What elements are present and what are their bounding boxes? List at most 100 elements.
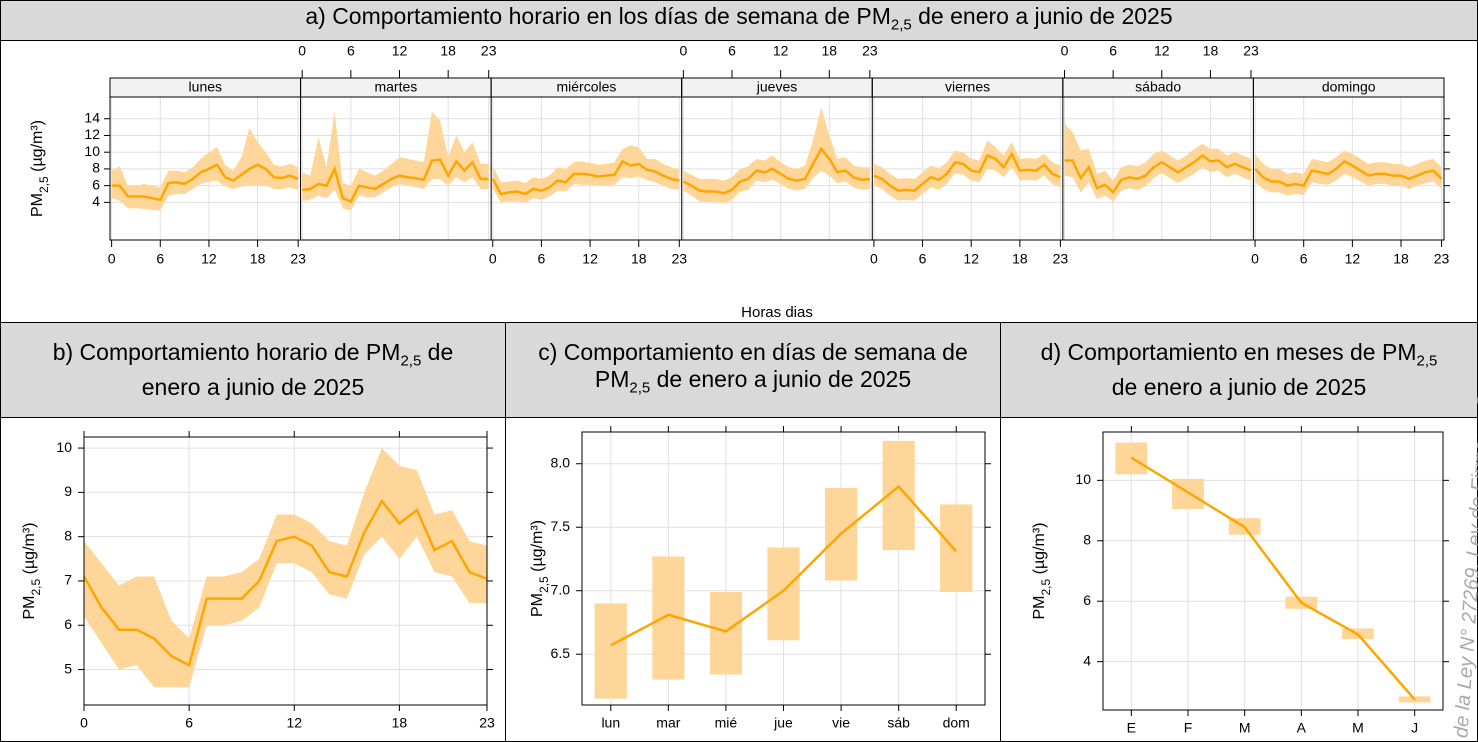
x-tick-label: mar bbox=[656, 715, 680, 731]
range-box bbox=[1172, 478, 1204, 510]
strip-label: jueves bbox=[756, 79, 797, 95]
y-tick-label: 10 bbox=[84, 143, 100, 159]
x-tick-label: 23 bbox=[481, 43, 497, 59]
y-label-text: (µg/m³) bbox=[529, 520, 546, 576]
range-box bbox=[767, 547, 800, 641]
y-tick-label: 8 bbox=[1083, 531, 1091, 547]
x-tick-label: 6 bbox=[728, 43, 736, 59]
x-tick-label: 0 bbox=[870, 251, 878, 267]
x-tick-label: E bbox=[1127, 720, 1136, 736]
y-tick-label: 8.0 bbox=[551, 454, 571, 470]
mean-line bbox=[302, 158, 489, 204]
title-text: de enero a junio de 2025 bbox=[650, 365, 912, 392]
mean-line bbox=[1130, 456, 1416, 701]
y-tick-label: 6 bbox=[1083, 592, 1091, 608]
plot-frame bbox=[83, 436, 488, 706]
y-tick-label: 7.5 bbox=[551, 518, 571, 534]
y-tick-label: 10 bbox=[1075, 471, 1091, 487]
x-tick-label: 12 bbox=[1345, 251, 1361, 267]
x-tick-label: 18 bbox=[631, 251, 647, 267]
y-label-sub: 2,5 bbox=[1039, 579, 1053, 596]
x-tick-label: 18 bbox=[392, 715, 408, 731]
strip-label: lunes bbox=[189, 79, 222, 95]
y-axis-label: PM2,5 (µg/m³) bbox=[1031, 522, 1053, 619]
x-tick-label: M bbox=[1239, 720, 1251, 736]
y-label-text: PM bbox=[21, 596, 38, 620]
x-tick-label: 6 bbox=[347, 43, 355, 59]
x-tick-label: 23 bbox=[1053, 251, 1069, 267]
mean-line bbox=[610, 484, 958, 647]
y-label-text: (µg/m³) bbox=[29, 120, 46, 176]
strip-label: sábado bbox=[1135, 79, 1181, 95]
x-tick-label: 0 bbox=[1251, 251, 1259, 267]
x-axis-label: Horas dias bbox=[741, 304, 813, 321]
confidence-band bbox=[1255, 150, 1442, 196]
mean-line bbox=[1254, 159, 1443, 188]
panel-a-title: a) Comportamiento horario en los días de… bbox=[0, 0, 1478, 41]
x-tick-label: 0 bbox=[80, 715, 88, 731]
x-tick-label: 0 bbox=[679, 43, 687, 59]
x-tick-label: 23 bbox=[1243, 43, 1259, 59]
mean-line bbox=[82, 498, 488, 667]
y-tick-label: 5 bbox=[64, 660, 72, 676]
title-text: de enero a junio de 2025 bbox=[911, 2, 1173, 29]
x-tick-label: 12 bbox=[773, 43, 789, 59]
x-tick-label: 23 bbox=[862, 43, 878, 59]
x-tick-label: 12 bbox=[201, 251, 217, 267]
mean-line bbox=[682, 146, 870, 195]
title-text: c) Comportamiento en días de semana de P… bbox=[538, 338, 968, 392]
y-tick-label: 8 bbox=[92, 160, 100, 176]
strip-label: viernes bbox=[945, 79, 990, 95]
y-label-sub: 2,5 bbox=[537, 576, 551, 593]
title-sub: 2,5 bbox=[890, 16, 912, 34]
plot-frame bbox=[1102, 431, 1444, 711]
x-tick-label: 12 bbox=[392, 43, 408, 59]
panel-c-title: c) Comportamiento en días de semana de P… bbox=[505, 322, 1001, 418]
x-tick-label: 12 bbox=[286, 715, 302, 731]
y-tick-label: 14 bbox=[84, 109, 100, 125]
y-tick-label: 9 bbox=[64, 483, 72, 499]
confidence-band bbox=[84, 448, 487, 688]
y-axis-label: PM2,5 (µg/m³) bbox=[29, 120, 51, 217]
range-box bbox=[594, 603, 627, 699]
title-text: de enero a junio de 2025 bbox=[141, 338, 454, 401]
x-tick-label: 6 bbox=[185, 715, 193, 731]
y-tick-label: 8 bbox=[64, 527, 72, 543]
y-label-text: PM bbox=[529, 593, 546, 617]
plot-frame bbox=[581, 431, 986, 706]
mean-line bbox=[873, 151, 1061, 192]
watermark: de la Ley N° 27269, Ley de Firmas y Cert… bbox=[1450, 115, 1478, 739]
strip-label: miércoles bbox=[556, 79, 616, 95]
x-tick-label: 6 bbox=[1109, 43, 1117, 59]
x-tick-label: 18 bbox=[1393, 251, 1409, 267]
title-text: a) Comportamiento horario en los días de… bbox=[305, 2, 891, 29]
title-sub: 2,5 bbox=[400, 352, 422, 370]
x-tick-label: 23 bbox=[479, 715, 495, 731]
range-box bbox=[709, 591, 743, 675]
strip-label: martes bbox=[374, 79, 417, 95]
x-tick-label: M bbox=[1352, 720, 1364, 736]
x-tick-label: 0 bbox=[298, 43, 306, 59]
y-tick-label: 7 bbox=[64, 572, 72, 588]
y-tick-label: 4 bbox=[92, 193, 100, 209]
y-tick-label: 7.0 bbox=[551, 581, 571, 597]
mean-line bbox=[1064, 153, 1252, 195]
plot-frame bbox=[109, 96, 1445, 241]
x-tick-label: 0 bbox=[108, 251, 116, 267]
range-box bbox=[940, 504, 973, 592]
y-tick-label: 4 bbox=[1083, 652, 1091, 668]
y-label-text: (µg/m³) bbox=[1031, 522, 1048, 578]
y-axis-label: PM2,5 (µg/m³) bbox=[21, 522, 43, 619]
title-text: b) Comportamiento horario de PM bbox=[52, 338, 401, 365]
x-tick-label: 0 bbox=[489, 251, 497, 267]
y-label-text: PM bbox=[1031, 596, 1048, 620]
x-tick-label: 6 bbox=[1300, 251, 1308, 267]
x-tick-label: 18 bbox=[1012, 251, 1028, 267]
x-tick-label: 18 bbox=[1203, 43, 1219, 59]
strip-label: domingo bbox=[1322, 79, 1376, 95]
x-tick-label: 23 bbox=[1434, 251, 1450, 267]
y-label-text: PM bbox=[29, 193, 46, 217]
x-tick-label: 0 bbox=[1061, 43, 1069, 59]
